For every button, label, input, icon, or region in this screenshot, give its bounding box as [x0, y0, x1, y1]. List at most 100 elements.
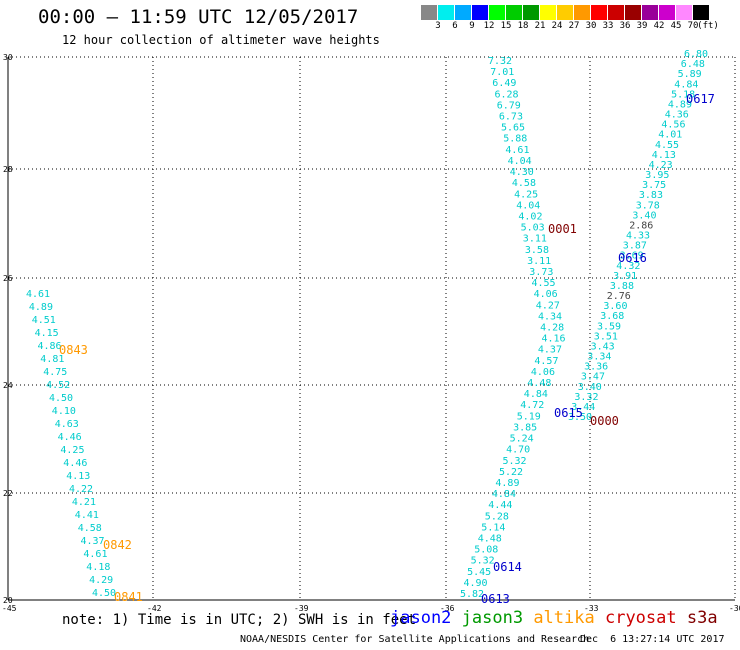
swh-value: 4.37	[538, 345, 562, 356]
swh-value: 5.08	[474, 545, 498, 556]
pass-time-label: 0617	[686, 92, 715, 106]
swh-value: 4.89	[29, 302, 53, 313]
swh-value: 3.85	[513, 422, 537, 433]
swh-value: 3.50	[568, 412, 592, 423]
color-swatch	[421, 5, 438, 20]
swh-value: 6.48	[681, 59, 705, 70]
swh-value: 4.84	[524, 389, 548, 400]
swh-value: 2.76	[607, 291, 631, 302]
swh-value: 7.32	[488, 56, 512, 67]
swh-value: 4.15	[35, 328, 59, 339]
color-swatch	[489, 5, 506, 20]
swh-value: 3.11	[527, 256, 551, 267]
color-scale-tick: (ft)	[697, 21, 719, 31]
y-tick-label: 20	[3, 596, 13, 605]
y-tick-label: 26	[3, 274, 13, 283]
swh-value: 3.58	[525, 245, 549, 256]
swh-value: 4.89	[668, 99, 692, 110]
color-swatch	[659, 5, 676, 20]
swh-value: 4.55	[655, 140, 679, 151]
swh-value: 3.91	[613, 271, 637, 282]
color-swatch	[557, 5, 574, 20]
color-scale-tick: 30	[585, 21, 597, 31]
x-tick-label: -30	[729, 604, 740, 613]
legend-item-jason2: jason2	[390, 608, 462, 628]
swh-value: 4.56	[661, 120, 685, 131]
swh-value: 5.32	[471, 556, 495, 567]
swh-value: 4.46	[63, 458, 87, 469]
swh-value: 3.59	[597, 321, 621, 332]
swh-value: 4.30	[510, 167, 534, 178]
swh-value: 4.72	[520, 400, 544, 411]
swh-value: 3.87	[623, 241, 647, 252]
swh-value: 4.61	[26, 289, 50, 300]
color-swatch	[455, 5, 472, 20]
pass-time-label: 0842	[103, 538, 132, 552]
swh-value: 4.06	[531, 367, 555, 378]
color-scale-tick: 15	[500, 21, 512, 31]
swh-value: 4.48	[527, 378, 551, 389]
swh-value: 4.13	[652, 150, 676, 161]
swh-value: 4.13	[66, 471, 90, 482]
color-scale-tick: 12	[483, 21, 495, 31]
swh-value: 4.25	[514, 189, 538, 200]
swh-value: 4.21	[72, 497, 96, 508]
color-swatch	[591, 5, 608, 20]
swh-value: 4.18	[86, 562, 110, 573]
swh-value: 5.19	[517, 411, 541, 422]
swh-value: 3.73	[529, 267, 553, 278]
swh-value: 3.75	[642, 180, 666, 191]
y-tick-label: 30	[3, 53, 13, 62]
swh-value: 4.01	[658, 130, 682, 141]
swh-value: 5.24	[510, 434, 534, 445]
swh-value: 4.10	[52, 406, 76, 417]
swh-value: 3.11	[523, 234, 547, 245]
swh-value: 4.63	[55, 419, 79, 430]
color-swatch	[574, 5, 591, 20]
swh-value: 4.70	[506, 445, 530, 456]
color-scale-tick: 6	[452, 21, 458, 31]
color-scale-tick: 70	[687, 21, 699, 31]
swh-value: 4.75	[43, 367, 67, 378]
swh-value: 5.82	[460, 589, 484, 600]
swh-value: 4.50	[49, 393, 73, 404]
swh-value: 4.86	[38, 341, 62, 352]
swh-value: 3.32	[574, 392, 598, 403]
swh-value: 4.61	[505, 145, 529, 156]
map-grid	[8, 57, 735, 600]
y-tick-label: 24	[3, 381, 13, 390]
x-tick-label: -33	[584, 604, 599, 613]
swh-value: 6.49	[492, 78, 516, 89]
satellite-legend: jason2 jason3 altika cryosat s3a	[390, 608, 718, 628]
swh-value: 3.60	[603, 301, 627, 312]
swh-value: 3.78	[636, 200, 660, 211]
swh-value: 4.16	[542, 334, 566, 345]
swh-value: 4.02	[518, 212, 542, 223]
x-tick-label: -42	[147, 604, 162, 613]
swh-value: 6.80	[684, 49, 708, 60]
color-scale-ticks: 3 6 9 12 15 18 21 24 27 30 33 36 39 42 45 70 (ft)	[421, 21, 740, 35]
swh-value: 3.68	[600, 311, 624, 322]
color-scale-tick: 3	[435, 21, 441, 31]
swh-value: 4.04	[516, 200, 540, 211]
color-scale-tick: 9	[469, 21, 475, 31]
swh-value: 3.43	[591, 341, 615, 352]
credit-text: NOAA/NESDIS Center for Satellite Applica…	[240, 634, 590, 645]
color-scale-tick: 39	[636, 21, 648, 31]
color-swatch	[693, 5, 710, 20]
swh-value: 4.84	[674, 79, 698, 90]
swh-value: 4.41	[75, 510, 99, 521]
footer-note: note: 1) Time is in UTC; 2) SWH is in fe…	[62, 612, 417, 628]
pass-time-label: 0615	[554, 406, 583, 420]
color-scale-bar	[421, 5, 710, 20]
swh-value: 5.89	[678, 69, 702, 80]
swh-value: 4.33	[626, 231, 650, 242]
color-swatch	[540, 5, 557, 20]
pass-time-label: 0001	[548, 222, 577, 236]
swh-value: 3.40	[578, 382, 602, 393]
swh-value: 5.88	[503, 134, 527, 145]
color-swatch	[608, 5, 625, 20]
swh-value: 3.44	[571, 402, 595, 413]
x-tick-label: -36	[440, 604, 455, 613]
